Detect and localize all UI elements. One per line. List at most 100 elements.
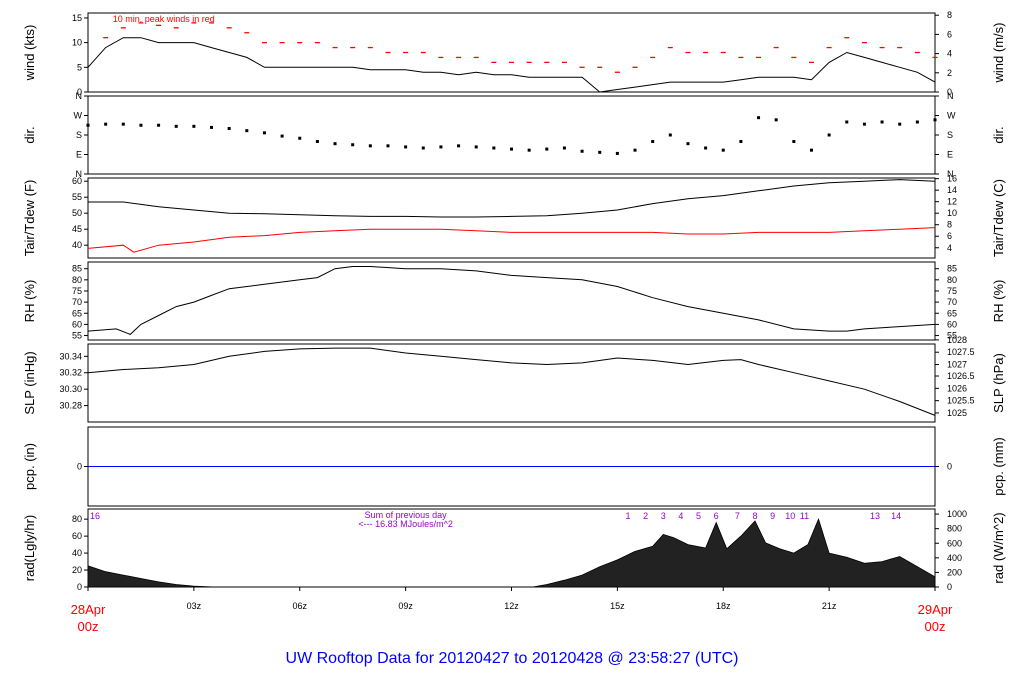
rh-ytick-label-right: 70	[947, 297, 957, 307]
dir-series-point	[545, 147, 549, 151]
rad-ylabel-left: rad(Lgly/hr)	[22, 515, 37, 581]
rad-annotation-1: <--- 16.83 MJoules/m^2	[358, 519, 453, 529]
dir-series-point	[668, 133, 672, 137]
dir-ylabel-right: dir.	[991, 126, 1006, 143]
dir-series-point	[457, 144, 461, 148]
dir-series-point	[915, 120, 919, 124]
x-tick-label: 06z	[292, 601, 307, 611]
rad-hour-mark: 13	[870, 511, 880, 521]
dir-ytick-label-right: N	[947, 91, 954, 101]
dir-series-point	[333, 142, 337, 146]
rad-ylabel-right: rad (W/m^2)	[991, 512, 1006, 583]
x-tick-label: 15z	[610, 601, 625, 611]
dir-ytick-label-left: S	[76, 130, 82, 140]
dir-series-point	[245, 129, 249, 133]
dir-series-point	[351, 143, 355, 147]
temp-ytick-label-left: 60	[72, 176, 82, 186]
pcp-ytick-label-left: 0	[77, 462, 82, 472]
dir-series-point	[474, 145, 478, 149]
dir-ytick-label-left: W	[74, 111, 83, 121]
temp-ytick-label-right: 6	[947, 231, 952, 241]
dir-ytick-label-left: N	[76, 91, 83, 101]
x-tick-label: 12z	[504, 601, 519, 611]
dir-series-point	[121, 122, 125, 126]
temp-ytick-label-left: 55	[72, 192, 82, 202]
slp-ytick-label-left: 30.30	[59, 384, 82, 394]
slp-ytick-label-right: 1028	[947, 335, 967, 345]
rh-ylabel-left: RH (%)	[22, 280, 37, 323]
slp-ylabel-left: SLP (inHg)	[22, 351, 37, 414]
rad-ytick-label-right: 0	[947, 582, 952, 592]
rh-ytick-label-right: 60	[947, 319, 957, 329]
rh-ytick-label-right: 55	[947, 331, 957, 341]
slp-series-line-0	[87, 347, 936, 416]
dir-series-point	[721, 148, 725, 152]
wind-ytick-label-left: 5	[77, 62, 82, 72]
dir-series-point	[845, 120, 849, 124]
dir-series-point	[898, 122, 902, 126]
wind-ylabel-right: wind (m/s)	[991, 23, 1006, 84]
rad-hour-mark: 16	[90, 511, 100, 521]
dir-ytick-label-left: N	[76, 169, 83, 179]
temp-ytick-label-right: 14	[947, 185, 957, 195]
rad-hour-mark: 1	[625, 511, 630, 521]
slp-ytick-label-right: 1027.5	[947, 347, 975, 357]
dir-series-point	[704, 146, 708, 150]
slp-ylabel-right: SLP (hPa)	[991, 353, 1006, 413]
slp-ytick-label-right: 1026.5	[947, 371, 975, 381]
rad-hour-mark: 3	[661, 511, 666, 521]
temp-ytick-label-right: 4	[947, 243, 952, 253]
slp-ytick-label-right: 1026	[947, 383, 967, 393]
rh-ytick-label-left: 85	[72, 264, 82, 274]
slp-ytick-label-left: 30.28	[59, 401, 82, 411]
rad-hour-mark: 5	[696, 511, 701, 521]
rh-series-line-0	[87, 266, 936, 335]
rh-ytick-label-left: 55	[72, 331, 82, 341]
dir-series-point	[651, 140, 655, 143]
rh-ytick-label-right: 85	[947, 264, 957, 274]
x-tick-label-date: 28Apr	[71, 602, 106, 617]
x-tick-label-date: 29Apr	[918, 602, 953, 617]
rh-ytick-label-left: 70	[72, 297, 82, 307]
slp-ytick-label-right: 1025.5	[947, 396, 975, 406]
slp-ytick-label-left: 30.34	[59, 351, 82, 361]
wind-ytick-label-right: 8	[947, 10, 952, 20]
slp-ytick-label-right: 1027	[947, 360, 967, 370]
rad-hour-mark: 6	[714, 511, 719, 521]
slp-ytick-label-right: 1025	[947, 408, 967, 418]
temp-ytick-label-left: 50	[72, 208, 82, 218]
wind-ytick-label-right: 2	[947, 68, 952, 78]
temp-ylabel-right: Tair/Tdew (C)	[991, 179, 1006, 257]
x-tick-label: 18z	[716, 601, 731, 611]
dir-series-point	[262, 131, 266, 135]
dir-series-point	[404, 145, 408, 149]
temp-ytick-label-right: 8	[947, 220, 952, 230]
chart-caption: UW Rooftop Data for 20120427 to 20120428…	[285, 650, 739, 667]
rad-hour-mark: 11	[800, 511, 809, 521]
dir-series-point	[86, 123, 90, 127]
rad-ytick-label-left: 80	[72, 514, 82, 524]
rad-hour-mark: 10	[785, 511, 795, 521]
rad-hour-mark: 4	[678, 511, 683, 521]
dir-series-point	[862, 122, 866, 126]
rad-hour-mark: 9	[770, 511, 775, 521]
dir-ylabel-left: dir.	[22, 126, 37, 143]
dir-series-point	[809, 148, 813, 152]
temp-ytick-label-right: 12	[947, 197, 957, 207]
rh-ytick-label-right: 75	[947, 286, 957, 296]
wind-frame	[87, 12, 936, 93]
dir-series-point	[562, 146, 566, 150]
rad-ytick-label-right: 800	[947, 524, 962, 534]
pcp-ytick-label-right: 0	[947, 462, 952, 472]
dir-series-point	[615, 151, 619, 155]
rad-ytick-label-left: 60	[72, 531, 82, 541]
wind-ytick-label-left: 10	[72, 38, 82, 48]
x-tick-label: 03z	[187, 601, 202, 611]
dir-ytick-label-right: S	[947, 130, 953, 140]
dir-series-point	[421, 146, 425, 150]
x-tick-label-time: 00z	[925, 619, 946, 634]
wind-ytick-label-right: 0	[947, 87, 952, 97]
rh-frame	[87, 261, 936, 341]
